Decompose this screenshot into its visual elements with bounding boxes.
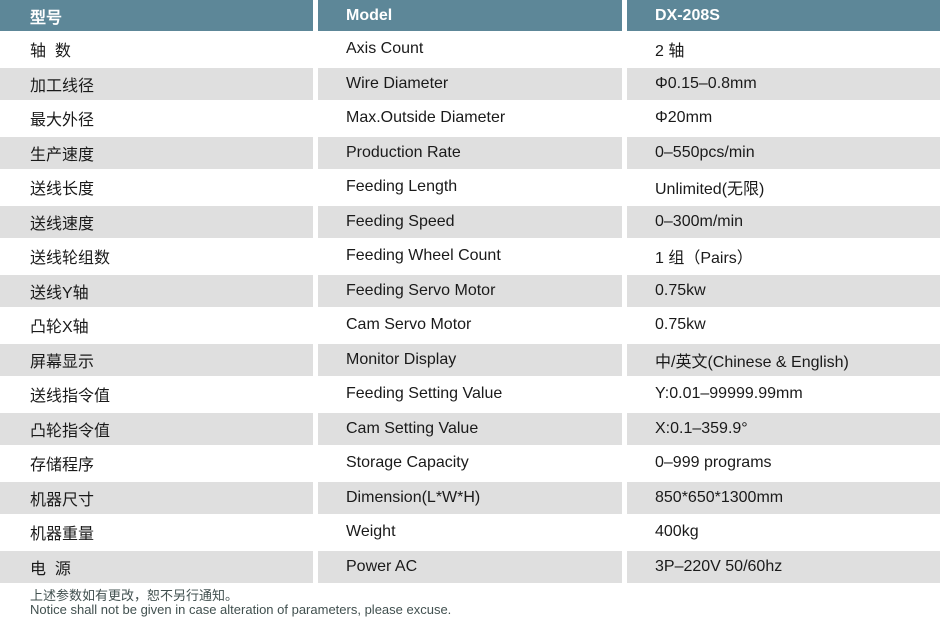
row-value: 850*650*1300mm	[627, 481, 940, 514]
row-label-zh: 生产速度	[0, 136, 313, 169]
row-value: X:0.1–359.9°	[627, 412, 940, 445]
row-label-en: Weight	[318, 516, 622, 549]
row-label-en: Cam Setting Value	[318, 412, 622, 445]
row-label-zh: 电 源	[0, 550, 313, 583]
row-value: 中/英文(Chinese & English)	[627, 343, 940, 376]
row-value: 0–550pcs/min	[627, 136, 940, 169]
footnote-line-zh: 上述参数如有更改，恕不另行通知。	[30, 588, 239, 603]
row-label-en: Dimension(L*W*H)	[318, 481, 622, 514]
row-label-zh: 送线速度	[0, 205, 313, 238]
row-label-zh: 送线Y轴	[0, 274, 313, 307]
row-value: 2 轴	[627, 33, 940, 66]
row-value: 400kg	[627, 516, 940, 549]
row-label-zh: 屏幕显示	[0, 343, 313, 376]
row-label-en: Monitor Display	[318, 343, 622, 376]
row-label-en: Storage Capacity	[318, 447, 622, 480]
row-label-en: Power AC	[318, 550, 622, 583]
row-value: 0–300m/min	[627, 205, 940, 238]
row-value: Φ20mm	[627, 102, 940, 135]
row-label-zh: 机器尺寸	[0, 481, 313, 514]
row-label-en: Feeding Wheel Count	[318, 240, 622, 273]
row-label-zh: 凸轮X轴	[0, 309, 313, 342]
row-label-zh: 轴 数	[0, 33, 313, 66]
row-label-en: Axis Count	[318, 33, 622, 66]
header-cell-model-zh: 型号	[0, 0, 313, 31]
row-label-en: Feeding Length	[318, 171, 622, 204]
row-value: 0–999 programs	[627, 447, 940, 480]
row-value: 0.75kw	[627, 274, 940, 307]
row-label-en: Feeding Setting Value	[318, 378, 622, 411]
footnote-line-en: Notice shall not be given in case altera…	[30, 602, 452, 617]
row-label-en: Production Rate	[318, 136, 622, 169]
row-value: 0.75kw	[627, 309, 940, 342]
row-label-en: Cam Servo Motor	[318, 309, 622, 342]
row-label-zh: 送线轮组数	[0, 240, 313, 273]
row-value: Y:0.01–99999.99mm	[627, 378, 940, 411]
row-label-zh: 送线长度	[0, 171, 313, 204]
row-value: Unlimited(无限)	[627, 171, 940, 204]
row-value: 1 组（Pairs）	[627, 240, 940, 273]
row-value: 3P–220V 50/60hz	[627, 550, 940, 583]
row-label-zh: 送线指令值	[0, 378, 313, 411]
footnote: 上述参数如有更改，恕不另行通知。 Notice shall not be giv…	[0, 589, 940, 617]
spec-table: 型号 Model DX-208S 轴 数 Axis Count 2 轴加工线径 Wir…	[0, 0, 940, 583]
row-label-zh: 凸轮指令值	[0, 412, 313, 445]
row-label-en: Feeding Servo Motor	[318, 274, 622, 307]
row-label-en: Feeding Speed	[318, 205, 622, 238]
header-cell-model-en: Model	[318, 0, 622, 31]
row-label-en: Wire Diameter	[318, 67, 622, 100]
row-label-en: Max.Outside Diameter	[318, 102, 622, 135]
header-cell-model-value: DX-208S	[627, 0, 940, 31]
row-label-zh: 存储程序	[0, 447, 313, 480]
row-label-zh: 最大外径	[0, 102, 313, 135]
row-value: Φ0.15–0.8mm	[627, 67, 940, 100]
row-label-zh: 加工线径	[0, 67, 313, 100]
row-label-zh: 机器重量	[0, 516, 313, 549]
